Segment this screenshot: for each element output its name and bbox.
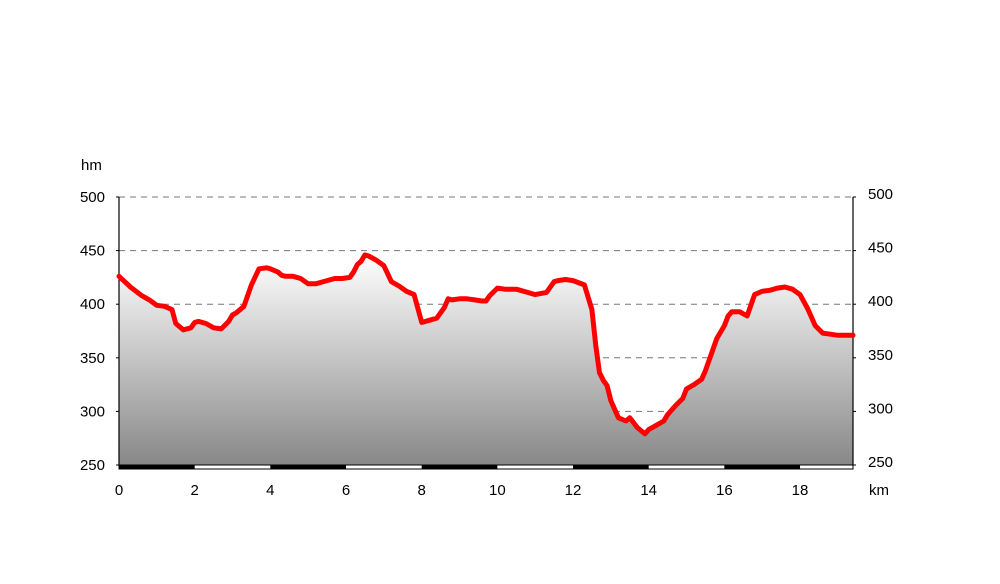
y-tick-label-right: 400 [868, 293, 893, 310]
y-tick-label-right: 250 [868, 454, 893, 471]
x-tick-label: 10 [489, 482, 506, 499]
y-tick-label-right: 500 [868, 186, 893, 203]
elevation-area [119, 254, 853, 465]
x-tick-label: 12 [565, 482, 582, 499]
y-tick-label-left: 250 [80, 457, 105, 474]
y-tick-label-left: 400 [80, 296, 105, 313]
elevation-line [116, 252, 856, 437]
x-axis-scale-segment [573, 465, 649, 469]
y-tick-label-left: 350 [80, 350, 105, 367]
x-axis-unit-label: km [869, 482, 889, 499]
y-tick-label-right: 450 [868, 240, 893, 257]
x-tick-label: 18 [792, 482, 809, 499]
y-tick-label-right: 300 [868, 400, 893, 417]
y-tick-label-left: 300 [80, 403, 105, 420]
x-tick-label: 0 [115, 482, 123, 499]
y-axis-unit-label: hm [81, 157, 102, 174]
x-tick-label: 6 [342, 482, 350, 499]
x-tick-label: 8 [418, 482, 426, 499]
x-tick-label: 4 [266, 482, 274, 499]
x-axis-scale-segment [119, 465, 195, 469]
y-tick-label-left: 450 [80, 243, 105, 260]
x-axis-scale-segment [724, 465, 801, 469]
axes: 250 250 300 300 350 350 400 400 450 450 500 500 0 2 4 6… [80, 186, 893, 499]
x-tick-label: 2 [190, 482, 198, 499]
labels: hm km [81, 157, 889, 499]
x-tick-label: 14 [640, 482, 657, 499]
x-axis-scale-segment [270, 465, 347, 469]
y-tick-label-left: 500 [80, 189, 105, 206]
x-tick-label: 16 [716, 482, 733, 499]
y-tick-label-right: 350 [868, 347, 893, 364]
x-axis-scale-segment [421, 465, 498, 469]
